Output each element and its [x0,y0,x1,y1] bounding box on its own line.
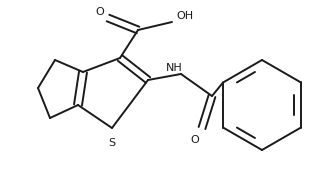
Text: O: O [191,135,199,145]
Text: NH: NH [166,63,183,73]
Text: S: S [109,138,115,148]
Text: OH: OH [177,11,193,21]
Text: O: O [95,7,105,17]
